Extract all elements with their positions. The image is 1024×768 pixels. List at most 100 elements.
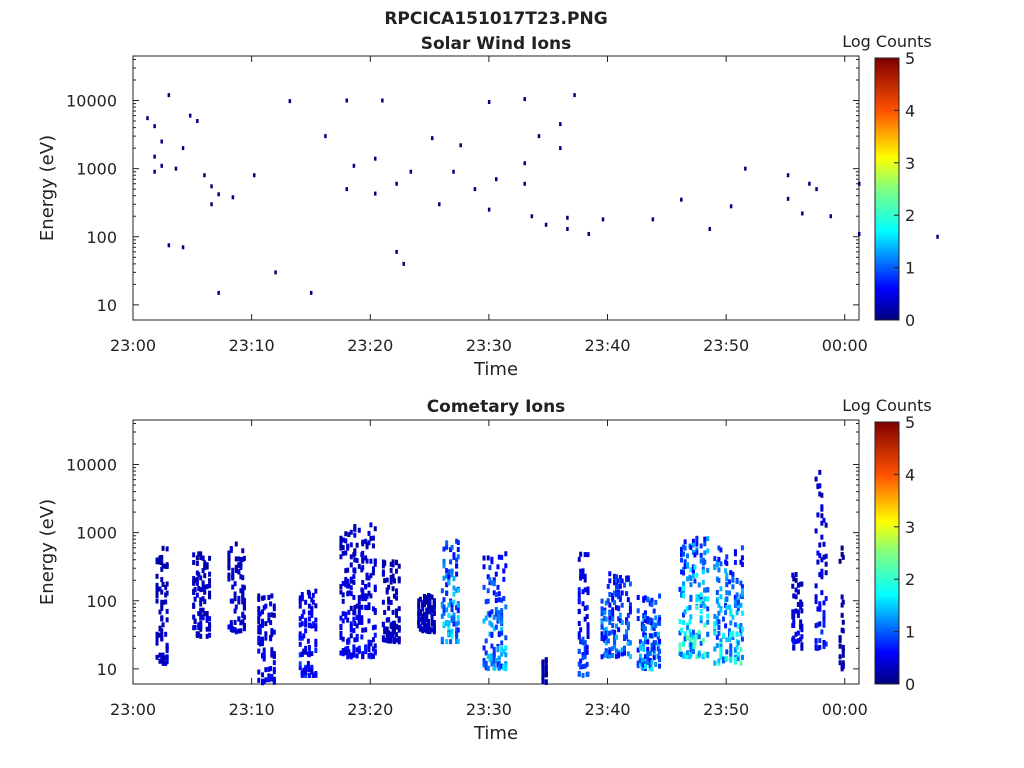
data-cell (496, 584, 500, 590)
data-cell (814, 583, 818, 589)
data-cell (642, 623, 646, 629)
data-cell (685, 553, 689, 559)
data-cell (241, 611, 245, 617)
data-cell (373, 624, 377, 630)
data-cell (818, 553, 822, 559)
data-cell (614, 574, 618, 580)
data-cell (267, 594, 271, 600)
data-cell (791, 572, 795, 578)
data-cell (193, 587, 197, 593)
data-cell (725, 590, 729, 596)
data-cell (418, 626, 422, 632)
data-cell (421, 628, 425, 634)
data-cell (409, 169, 413, 174)
data-cell (239, 588, 243, 594)
data-cell (656, 634, 660, 640)
data-cell (155, 640, 159, 646)
data-cell (346, 617, 350, 623)
data-cell (392, 593, 396, 599)
data-cell (349, 542, 353, 548)
data-cell (364, 645, 368, 651)
data-cell (425, 622, 429, 628)
data-cell (721, 656, 725, 662)
data-cell (818, 469, 822, 475)
data-cell (158, 626, 162, 632)
data-cell (258, 627, 262, 633)
data-cell (681, 641, 685, 647)
data-cell (678, 642, 682, 648)
data-cell (452, 612, 456, 618)
data-cell (272, 676, 276, 682)
data-cell (689, 638, 693, 644)
data-cell (227, 573, 231, 579)
data-cell (613, 639, 617, 645)
data-cell (611, 623, 615, 629)
data-cell (192, 614, 196, 620)
data-cell (583, 650, 587, 656)
data-cell (395, 560, 399, 566)
data-cell (344, 580, 348, 586)
data-cell (577, 620, 581, 626)
data-cell (613, 590, 617, 596)
data-cell (541, 661, 545, 667)
data-cell (195, 576, 199, 582)
data-cell (353, 548, 357, 554)
colorbar-tick-label: 5 (905, 49, 915, 68)
data-cell (683, 539, 687, 545)
data-cell (689, 632, 693, 638)
data-cell (450, 568, 454, 574)
data-cell (395, 637, 399, 643)
data-cell (497, 664, 501, 670)
data-cell (428, 600, 432, 606)
data-cell (691, 549, 695, 555)
data-cell (427, 619, 431, 625)
data-cell (719, 653, 723, 659)
data-cell (374, 191, 377, 196)
data-cell (264, 635, 268, 641)
data-cell (361, 596, 365, 602)
data-cell (792, 645, 796, 651)
data-cell (604, 600, 608, 606)
data-cell (341, 592, 345, 598)
data-cell (160, 632, 164, 638)
data-cell (272, 603, 276, 609)
data-cell (357, 604, 361, 610)
data-cell (706, 536, 710, 542)
data-cell (792, 635, 796, 641)
data-cell (658, 657, 662, 663)
data-cell (201, 586, 205, 592)
data-cell (822, 541, 826, 547)
data-cell (341, 581, 345, 587)
data-cell (680, 627, 684, 633)
data-cell (347, 653, 351, 659)
data-cell (239, 574, 243, 580)
data-cell (683, 631, 687, 637)
data-cell (502, 648, 506, 654)
data-cell (829, 214, 833, 219)
data-cell (264, 621, 268, 627)
data-cell (638, 658, 642, 664)
y-tick-label: 10000 (66, 456, 117, 475)
data-cell (237, 599, 241, 605)
data-cell (729, 633, 733, 639)
data-cell (650, 666, 654, 672)
data-cell (648, 601, 652, 607)
data-cell (381, 98, 384, 103)
data-cell (264, 603, 268, 609)
solar-wind-ylabel: Energy (eV) (37, 135, 58, 241)
data-cell (586, 586, 590, 592)
data-cell (339, 535, 343, 541)
data-cell (345, 187, 349, 192)
data-cell (165, 645, 169, 651)
data-cell (492, 650, 496, 656)
data-cell (237, 568, 241, 574)
data-cell (300, 596, 304, 602)
data-cell (816, 483, 820, 489)
data-cell (267, 617, 271, 623)
data-cell (587, 231, 591, 236)
data-cell (523, 161, 526, 166)
data-cell (608, 649, 612, 655)
data-cell (614, 634, 618, 640)
data-cell (392, 637, 396, 643)
data-cell (447, 620, 451, 626)
